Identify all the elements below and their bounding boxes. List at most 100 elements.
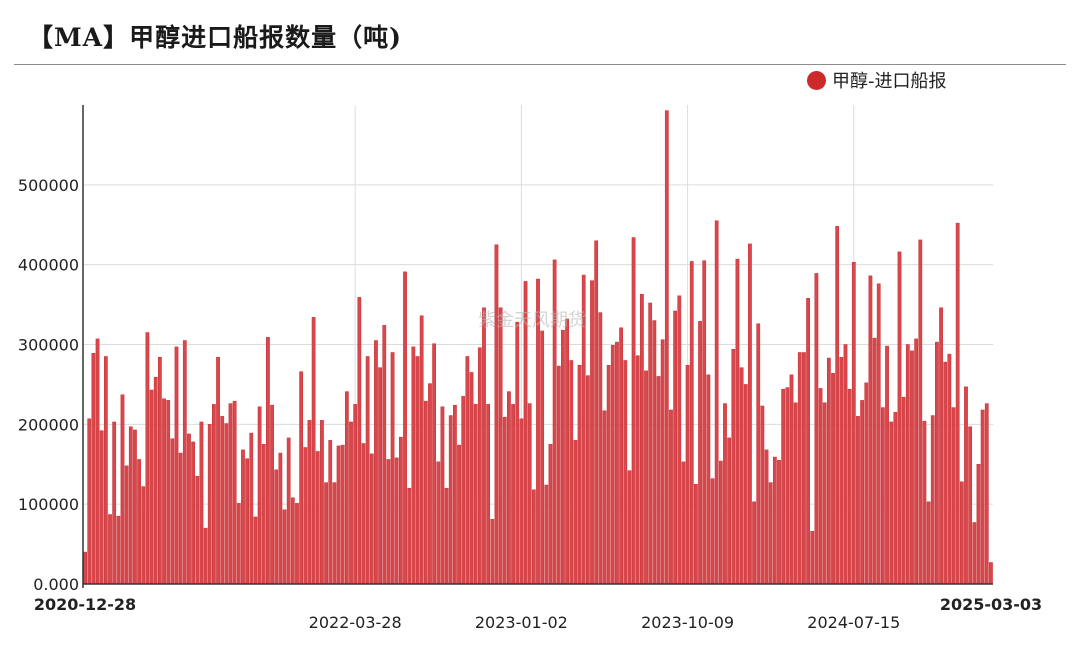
bar [315, 451, 320, 585]
bar [436, 461, 441, 585]
bar [681, 461, 686, 585]
bar [943, 361, 948, 585]
bar [889, 421, 894, 585]
bar [95, 338, 100, 585]
bar [332, 482, 337, 585]
bar [83, 551, 87, 585]
bar [814, 273, 819, 585]
bar [544, 484, 549, 585]
watermark: 紫金天风期货 [478, 310, 586, 331]
bar [432, 343, 436, 585]
bar [644, 370, 648, 585]
bar [87, 418, 92, 585]
bar [847, 388, 852, 585]
bar [627, 470, 632, 585]
bar [901, 396, 906, 585]
bar [615, 341, 619, 585]
bar [839, 357, 844, 585]
bar [984, 403, 989, 585]
bar [490, 519, 495, 585]
bar [365, 356, 370, 585]
bar [374, 340, 378, 585]
bar [698, 321, 702, 585]
bar [170, 438, 175, 585]
bar [743, 384, 748, 585]
bar [980, 409, 985, 585]
bar [885, 345, 889, 585]
bar [939, 307, 943, 585]
bar [349, 421, 353, 585]
bar [669, 409, 673, 585]
x-tick-label: 2024-07-15 [807, 613, 900, 632]
bar [137, 459, 141, 585]
bar [976, 464, 981, 585]
bar [835, 226, 840, 585]
bar [199, 421, 204, 585]
bar [548, 444, 553, 585]
legend[interactable]: 甲醇-进口船报 [807, 67, 947, 93]
bar [486, 404, 491, 585]
bar [290, 497, 295, 585]
bar [760, 405, 765, 585]
bar [261, 444, 266, 585]
x-tick-label: 2022-03-28 [309, 613, 402, 632]
bar [469, 372, 474, 585]
bar [914, 338, 919, 585]
y-tick-label: 400000 [18, 256, 79, 275]
bar [735, 258, 740, 585]
bar [772, 456, 777, 585]
bar [635, 355, 640, 585]
bar [270, 404, 274, 585]
x-tick-label: 2020-12-28 [34, 595, 136, 614]
bar [253, 516, 258, 585]
bar [453, 404, 457, 585]
bar [947, 353, 952, 585]
bar [357, 297, 362, 585]
bar [448, 415, 453, 585]
bar [440, 406, 445, 585]
bar [831, 372, 835, 585]
y-tick-label: 200000 [18, 415, 79, 434]
bar [648, 302, 653, 585]
bar [507, 391, 511, 585]
bar [602, 410, 607, 585]
bar [415, 356, 420, 585]
bar [328, 440, 333, 585]
bar [926, 501, 931, 585]
legend-label: 甲醇-进口船报 [832, 71, 947, 92]
bar [216, 357, 220, 585]
bar-series [83, 110, 993, 585]
bar [685, 365, 690, 585]
bar [748, 243, 752, 585]
bar [295, 503, 299, 585]
title-divider [14, 64, 1066, 65]
bar [444, 487, 449, 585]
bar [286, 437, 291, 585]
bar [972, 522, 977, 585]
bar [498, 307, 503, 585]
bar [851, 262, 856, 585]
bar [664, 110, 669, 585]
bar [959, 481, 964, 585]
bar [968, 426, 973, 585]
bar [249, 432, 254, 585]
bar [124, 465, 129, 585]
bar [220, 416, 225, 585]
bar [307, 420, 312, 585]
bar [361, 443, 366, 585]
bar [278, 452, 283, 585]
bar [353, 404, 358, 585]
bar [856, 416, 860, 585]
bar [694, 483, 698, 585]
y-tick-label: 100000 [18, 495, 79, 514]
bar [182, 340, 187, 585]
bar [951, 407, 956, 585]
bar [910, 350, 914, 585]
bar [303, 447, 308, 585]
bar [785, 387, 790, 585]
bar [153, 376, 158, 585]
bar [419, 315, 424, 585]
bar [598, 312, 603, 585]
bar [955, 222, 960, 585]
bar [178, 452, 183, 585]
